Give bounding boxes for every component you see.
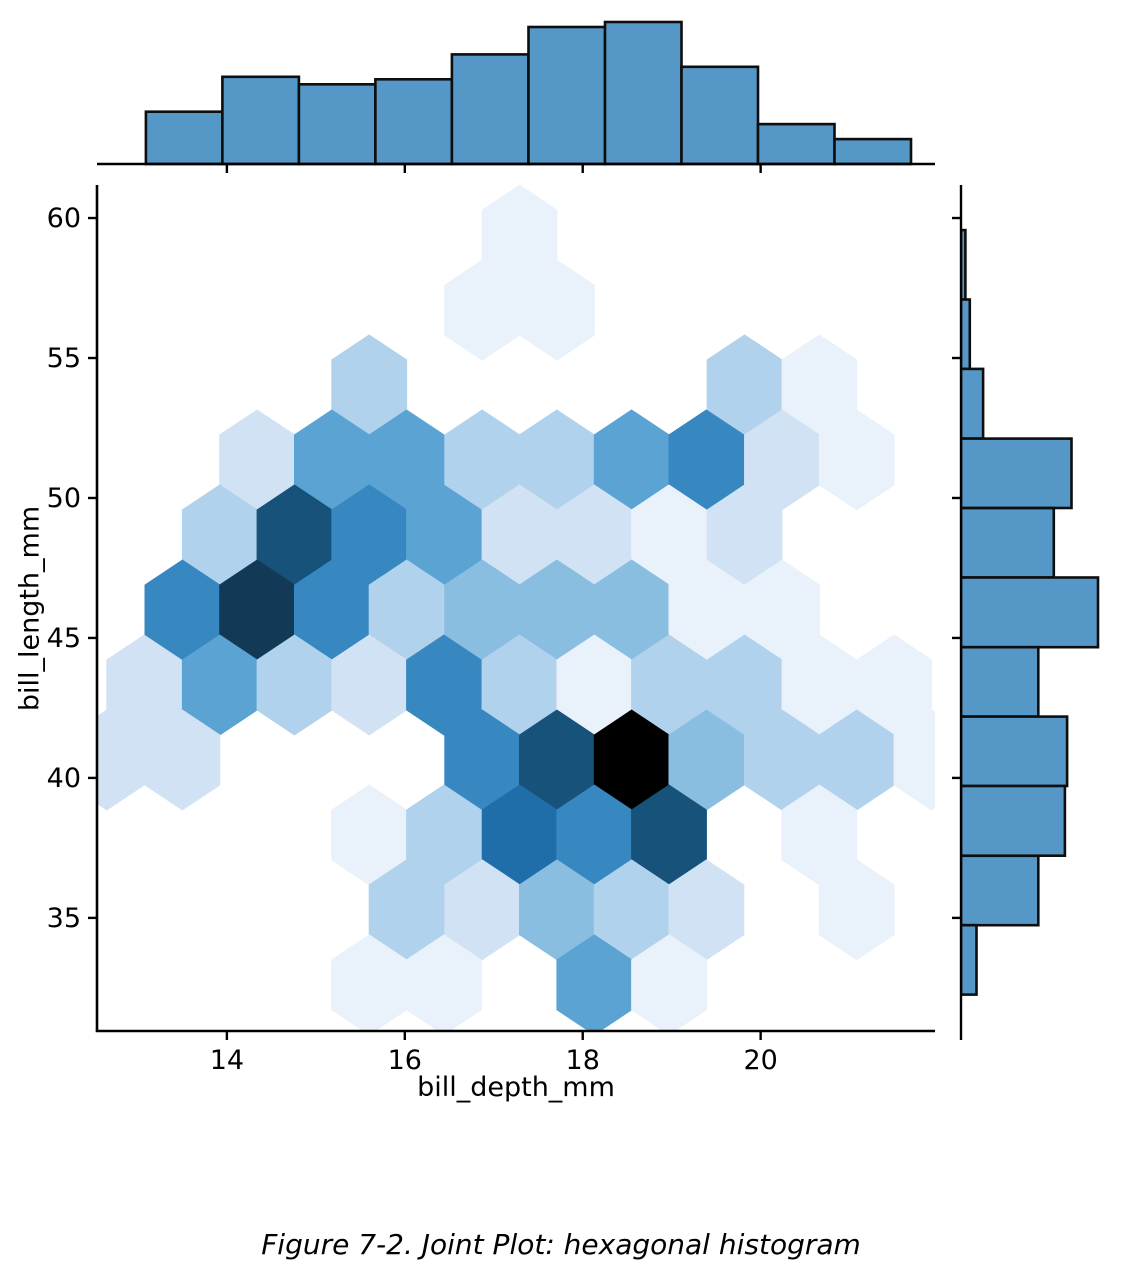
top-hist-bar — [603, 20, 683, 166]
top-hist-bar — [297, 83, 377, 166]
hexbin-cell — [631, 934, 707, 1031]
right-hist-bar — [961, 506, 1056, 579]
right-hist-bar — [961, 923, 978, 996]
top-hist-bar — [374, 78, 454, 166]
x-tick-label: 20 — [743, 1045, 777, 1076]
right-hist-bar — [961, 854, 1040, 927]
x-tick-label: 16 — [388, 1045, 422, 1076]
x-tick-label: 14 — [210, 1045, 244, 1076]
y-tick-label: 45 — [47, 623, 81, 654]
hexbin-cell — [406, 934, 482, 1031]
hexbin-cell — [406, 634, 482, 736]
figure-caption: Figure 7-2. Joint Plot: hexagonal histog… — [261, 1228, 861, 1261]
right-hist-bar — [961, 437, 1073, 510]
hexbin-cell — [519, 259, 595, 361]
hexbin-cell — [818, 859, 895, 961]
y-tick-label: 35 — [47, 903, 81, 934]
top-hist-bar — [756, 122, 836, 166]
x-tick-label: 18 — [566, 1045, 600, 1076]
top-hist-bar — [833, 137, 913, 166]
x-axis-label: bill_depth_mm — [417, 1072, 615, 1103]
right-marginal-histogram — [961, 228, 1100, 996]
top-hist-bar — [221, 75, 301, 166]
right-hist-bar — [961, 715, 1069, 788]
y-tick-label: 50 — [47, 483, 81, 514]
top-hist-bar — [527, 25, 607, 166]
y-tick-label: 60 — [47, 203, 81, 234]
hexbin-cell — [144, 709, 221, 811]
y-axis-label: bill_length_mm — [14, 505, 46, 712]
right-hist-bar — [961, 784, 1067, 857]
axes-spines-and-ticks: 14 16 18 20 60 55 50 45 40 35 — [47, 185, 963, 1076]
right-hist-bar — [961, 645, 1040, 718]
hexbin-cell — [818, 409, 895, 511]
top-hist-bar — [144, 110, 224, 166]
hexbin-plot — [97, 185, 935, 1031]
top-hist-bar — [680, 65, 760, 166]
y-tick-label: 40 — [47, 763, 81, 794]
top-marginal-histogram — [97, 20, 935, 173]
y-tick-label: 55 — [47, 343, 81, 374]
top-hist-bar — [450, 53, 530, 166]
right-hist-bar — [961, 367, 985, 440]
hexbin-cell — [893, 709, 935, 811]
right-hist-bar — [961, 298, 972, 371]
right-hist-bar — [961, 576, 1100, 649]
hexbin-cell — [97, 709, 145, 811]
